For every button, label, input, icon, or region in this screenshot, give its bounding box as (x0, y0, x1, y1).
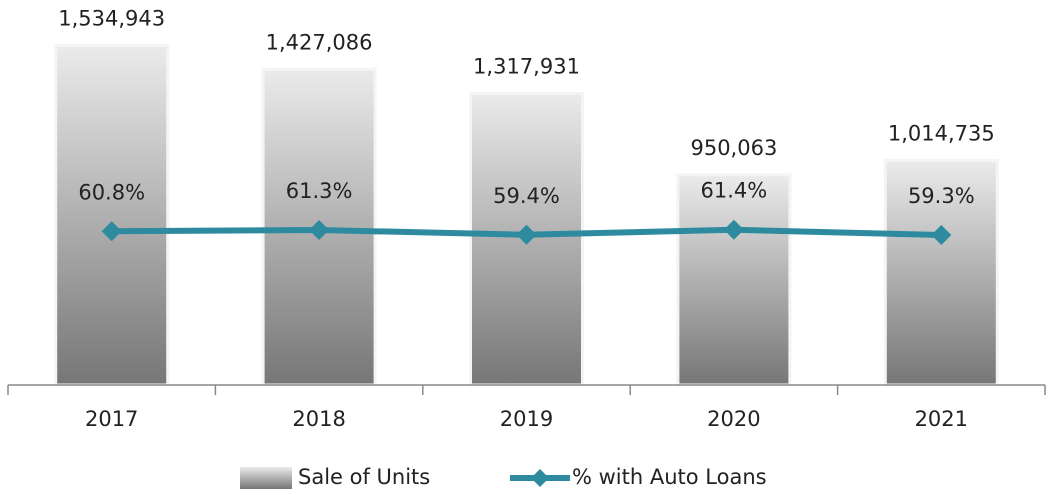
line-value-label: 61.3% (286, 179, 353, 203)
line-value-label: 61.4% (701, 179, 768, 203)
legend-label: Sale of Units (298, 465, 430, 489)
x-tick-label: 2021 (915, 407, 968, 431)
line-marker (931, 225, 952, 246)
line-value-label: 60.8% (78, 180, 145, 204)
line-value-label: 59.3% (908, 184, 975, 208)
legend-swatch-marker (531, 469, 549, 487)
line-marker (516, 224, 537, 245)
line-marker (309, 219, 330, 240)
bar (883, 158, 999, 387)
bar-value-label: 950,063 (690, 136, 777, 160)
line-value-label: 59.4% (493, 184, 560, 208)
line-marker (101, 221, 122, 242)
x-tick-label: 2019 (500, 407, 553, 431)
x-tick-label: 2018 (292, 407, 345, 431)
bar (676, 173, 792, 387)
x-tick-label: 2020 (707, 407, 760, 431)
bar-value-label: 1,014,735 (888, 121, 995, 145)
legend-label: % with Auto Loans (572, 465, 767, 489)
legend-swatch-bar (240, 467, 292, 489)
line-marker (723, 219, 744, 240)
bar (54, 43, 170, 387)
bar-value-label: 1,427,086 (266, 30, 373, 54)
bar-value-label: 1,317,931 (473, 54, 580, 78)
x-tick-label: 2017 (85, 407, 138, 431)
bar-value-label: 1,534,943 (58, 6, 165, 30)
